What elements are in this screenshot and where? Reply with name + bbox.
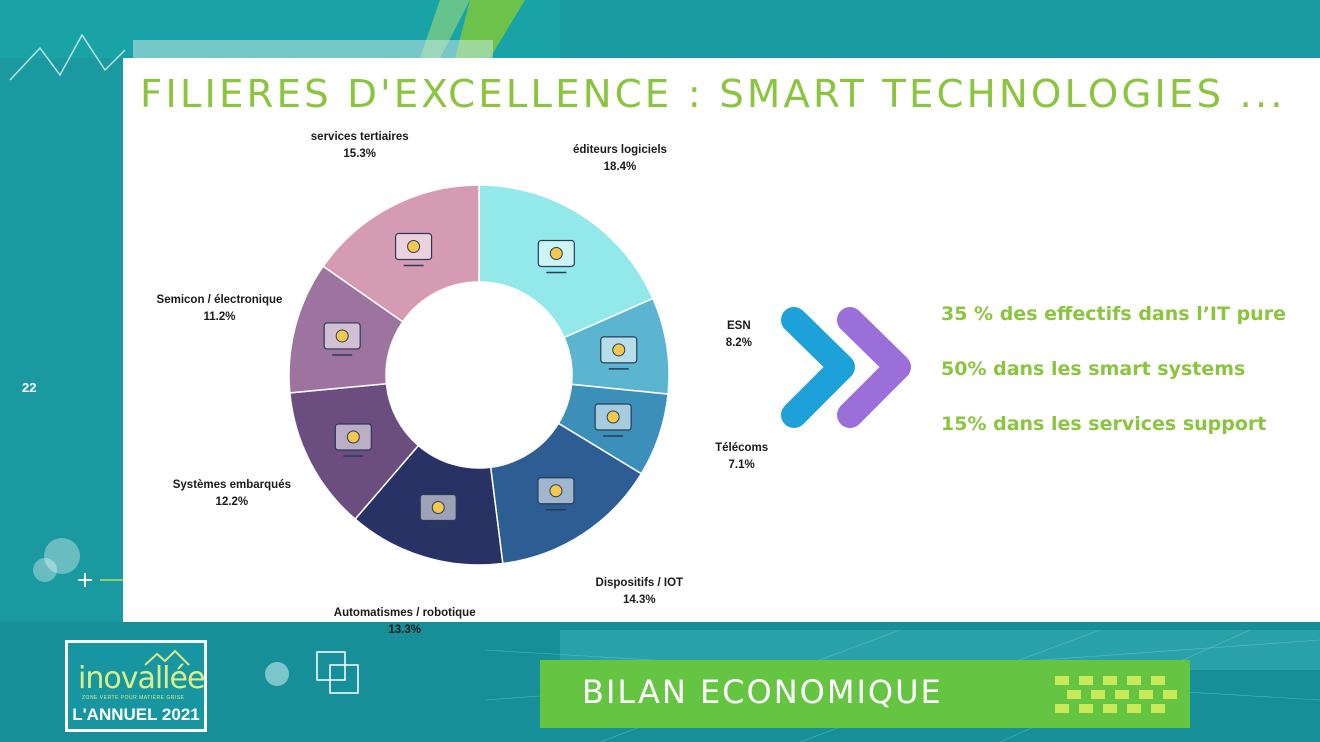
inovallee-logo: inovallée ZONE VERTE POUR MATIÈRE GRISE … bbox=[65, 640, 207, 732]
slice-label: ESN 8.2% bbox=[726, 318, 752, 352]
logo-tagline: ZONE VERTE POUR MATIÈRE GRISE bbox=[82, 695, 185, 701]
key-figure-it: 35 % des effectifs dans l’IT pure bbox=[941, 303, 1286, 325]
slice-label: Automatismes / robotique 13.3% bbox=[334, 605, 476, 639]
slice-label-name: Automatismes / robotique bbox=[333, 607, 476, 620]
lightbulb-iot-icon bbox=[537, 477, 575, 511]
slice-label-name: éditeurs logiciels bbox=[572, 143, 667, 156]
slice-label-value: 14.3% bbox=[622, 593, 656, 606]
slice-label-value: 8.2% bbox=[725, 336, 752, 349]
dot-pattern-icon bbox=[1055, 676, 1177, 713]
slice-label-name: Systèmes embarqués bbox=[172, 478, 291, 491]
section-title: BILAN ECONOMIQUE bbox=[582, 673, 943, 711]
mountain-logo-icon bbox=[144, 649, 190, 666]
smartphone-wifi-icon bbox=[594, 403, 632, 437]
slice-label-value: 13.3% bbox=[388, 624, 421, 637]
robot-arm-icon bbox=[419, 493, 457, 528]
logo-name: inovallée bbox=[78, 661, 205, 696]
key-figures-list: 35 % des effectifs dans l’IT pure 50% da… bbox=[941, 303, 1286, 468]
slice-label: Semicon / électronique 11.2% bbox=[157, 292, 283, 326]
donut-chart: éditeurs logiciels 18.4% ESN 8.2% Télécoms 7.… bbox=[123, 120, 783, 636]
slice-label: Télécoms 7.1% bbox=[715, 440, 768, 474]
page-number: 22 bbox=[22, 380, 37, 395]
double-chevron-arrow-icon bbox=[781, 307, 911, 428]
embedded-devices-icon bbox=[334, 423, 372, 457]
slice-label: services tertiaires 15.3% bbox=[311, 129, 409, 163]
slice-label-value: 15.3% bbox=[343, 148, 377, 161]
it-services-icon bbox=[600, 336, 638, 370]
slice-label-value: 7.1% bbox=[728, 459, 755, 472]
slice-label: Dispositifs / IOT 14.3% bbox=[596, 575, 684, 609]
slice-label-name: Semicon / électronique bbox=[156, 294, 283, 307]
slice-label-name: Dispositifs / IOT bbox=[595, 576, 684, 589]
software-editors-icon bbox=[537, 239, 575, 274]
key-figure-support: 15% dans les services support bbox=[941, 413, 1267, 435]
donut-svg bbox=[288, 184, 670, 566]
slice-label-name: services tertiaires bbox=[310, 131, 409, 144]
chip-icon bbox=[323, 322, 361, 356]
slide-title: FILIERES D'EXCELLENCE : SMART TECHNOLOGI… bbox=[140, 72, 1286, 116]
slice-label-value: 12.2% bbox=[215, 495, 249, 508]
slice-label-value: 11.2% bbox=[203, 311, 236, 324]
slice-label-name: Télécoms bbox=[715, 442, 769, 455]
logo-year: L'ANNUEL 2021 bbox=[72, 705, 200, 724]
key-figure-smart-systems: 50% dans les smart systems bbox=[941, 358, 1246, 380]
footer-band bbox=[540, 660, 1190, 728]
slice-label-value: 18.4% bbox=[603, 160, 637, 173]
businesswoman-icon bbox=[394, 232, 433, 267]
slice-label-name: ESN bbox=[726, 319, 751, 332]
slice-label: éditeurs logiciels 18.4% bbox=[573, 142, 667, 176]
slice-label: Systèmes embarqués 12.2% bbox=[173, 477, 291, 511]
